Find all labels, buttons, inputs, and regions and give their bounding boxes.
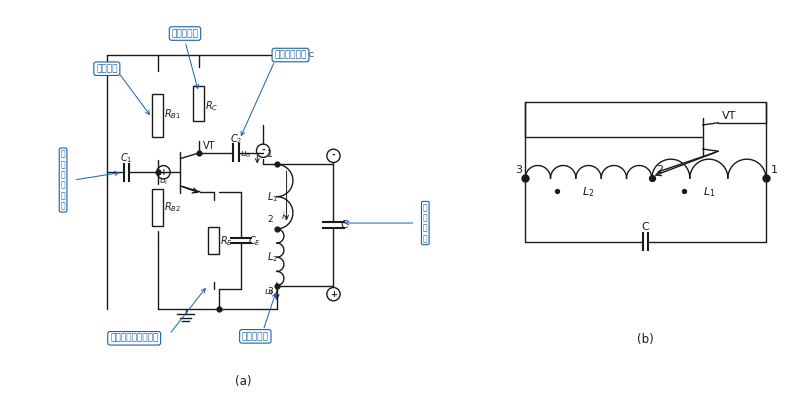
Text: -: - — [331, 151, 335, 160]
Text: $L_1$: $L_1$ — [702, 186, 714, 199]
Point — [550, 188, 563, 195]
Text: $L_2$: $L_2$ — [267, 250, 277, 264]
Point — [758, 175, 771, 182]
Text: 输出隔直电容: 输出隔直电容 — [274, 50, 307, 59]
Text: $i_1$: $i_1$ — [281, 210, 289, 223]
Text: 1: 1 — [267, 150, 272, 159]
Text: 射极电阻与旁路电容: 射极电阻与旁路电容 — [109, 334, 158, 343]
Point — [192, 149, 205, 156]
Text: $u_{\rm i}$: $u_{\rm i}$ — [159, 177, 168, 188]
Text: $R_{B2}$: $R_{B2}$ — [164, 201, 181, 214]
Point — [270, 161, 283, 168]
Text: C: C — [641, 222, 649, 232]
Text: $C_E$: $C_E$ — [247, 234, 260, 247]
Text: 3: 3 — [514, 165, 521, 175]
Point — [151, 169, 164, 175]
Bar — [193, 86, 204, 121]
Text: $C_1$: $C_1$ — [120, 151, 132, 165]
Text: 正反馈线圈: 正反馈线圈 — [242, 332, 268, 341]
Text: -: - — [261, 146, 264, 155]
Text: $U_{\rm CC}$: $U_{\rm CC}$ — [296, 46, 315, 60]
Text: $L_1$: $L_1$ — [267, 190, 277, 204]
Text: 集电极电阻: 集电极电阻 — [171, 29, 198, 38]
Text: (a): (a) — [235, 375, 251, 388]
Text: VT: VT — [203, 141, 215, 151]
Text: (b): (b) — [637, 333, 653, 346]
Text: 2: 2 — [656, 165, 663, 175]
Text: +: + — [329, 290, 337, 299]
Bar — [152, 94, 163, 137]
Point — [212, 306, 225, 312]
Text: $R_C$: $R_C$ — [205, 99, 218, 113]
Text: 3: 3 — [267, 287, 272, 296]
Text: 偏置电阻: 偏置电阻 — [96, 64, 118, 73]
Text: 输
入
隔
直
电
容: 输 入 隔 直 电 容 — [61, 149, 66, 210]
Point — [645, 175, 658, 182]
Text: $L_2$: $L_2$ — [581, 186, 594, 199]
Bar — [208, 227, 219, 254]
Text: $u_{\rm o}$: $u_{\rm o}$ — [239, 149, 251, 160]
Text: C: C — [340, 220, 347, 230]
Text: 1: 1 — [770, 165, 777, 175]
Text: $R_{B1}$: $R_{B1}$ — [164, 107, 181, 120]
Point — [270, 282, 283, 289]
Text: 2: 2 — [267, 215, 272, 224]
Point — [518, 175, 531, 182]
Bar — [152, 189, 163, 226]
Point — [676, 188, 689, 195]
Text: 选
频
网
络: 选 频 网 络 — [423, 203, 427, 243]
Text: $u_{\rm f}$: $u_{\rm f}$ — [264, 287, 274, 298]
Point — [270, 225, 283, 232]
Text: $C_2$: $C_2$ — [230, 132, 242, 146]
Text: $R_E$: $R_E$ — [220, 234, 233, 247]
Text: +: + — [160, 168, 167, 177]
Text: VT: VT — [721, 111, 735, 121]
